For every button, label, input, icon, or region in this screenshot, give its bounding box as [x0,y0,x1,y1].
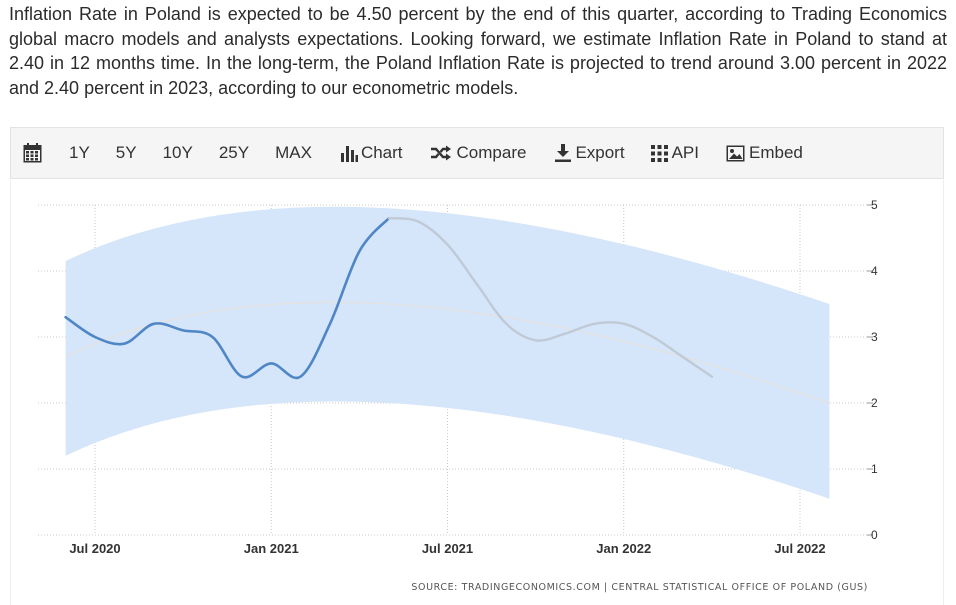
y-tick-label: 3 [871,330,878,344]
y-tick-label: 1 [871,462,878,476]
y-tick-label: 2 [871,396,878,410]
range-10y-button[interactable]: 10Y [162,143,193,162]
range-5y-button[interactable]: 5Y [115,143,137,162]
actual-series-line [64,216,391,380]
range-25y-button[interactable]: 25Y [218,143,250,162]
x-tick-label: Jul 2022 [774,541,825,556]
chart-area: 0 1 2 3 4 5 Jul 2020 Jan 2021 Jul 2021 Jan 2022 Ju… [10,180,944,605]
embed-button[interactable]: Embed [726,143,803,163]
forecast-band-group [65,206,830,499]
grid-dots-icon [650,144,668,162]
forecast-series-line [387,217,714,378]
export-button[interactable]: Export [554,143,625,163]
chart-type-button[interactable]: Chart [340,143,403,163]
embed-label: Embed [748,143,803,162]
export-label: Export [575,143,625,162]
api-button[interactable]: API [650,143,699,163]
api-label: API [671,143,699,162]
chart-type-label: Chart [360,143,403,162]
axes: 0 1 2 3 4 5 Jul 2020 Jan 2021 Jul 2021 Jan 2022 Ju… [69,198,878,556]
calendar-button[interactable] [23,143,42,163]
image-icon [726,145,745,161]
download-icon [555,144,572,162]
x-tick-label: Jan 2022 [596,541,651,556]
x-tick-label: Jul 2021 [422,541,473,556]
y-tick-label: 0 [871,528,878,542]
range-max-button[interactable]: MAX [275,143,312,162]
compare-label: Compare [456,143,527,162]
range-1y-button[interactable]: 1Y [69,143,90,162]
calendar-icon [23,143,42,163]
x-tick-label: Jul 2020 [69,541,120,556]
x-tick-label: Jan 2021 [244,541,299,556]
bar-chart-icon [340,145,358,162]
chart-toolbar: 1Y 5Y 10Y 25Y MAX Chart Compare Export [10,127,944,179]
shuffle-icon [430,145,451,161]
intro-paragraph: Inflation Rate in Poland is expected to … [9,4,947,98]
y-tick-label: 4 [871,264,878,278]
chart-source: SOURCE: TRADINGECONOMICS.COM | CENTRAL S… [411,582,868,593]
compare-button[interactable]: Compare [430,143,527,163]
forecast-band [65,206,830,499]
series-lines [64,216,830,404]
y-tick-label: 5 [871,198,878,212]
